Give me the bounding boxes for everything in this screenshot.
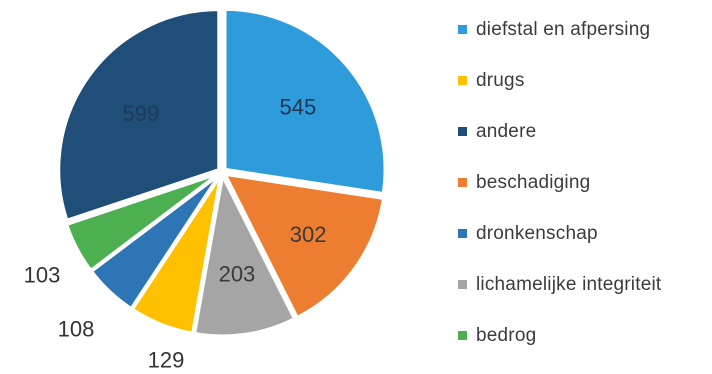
data-label-bedrog: 103 (24, 263, 61, 288)
legend-label: diefstal en afpersing (476, 18, 651, 40)
legend-label: andere (476, 120, 537, 142)
legend-swatch (458, 178, 467, 187)
data-label-andere: 599 (123, 101, 160, 126)
pie-slices (57, 7, 387, 338)
legend-swatch (458, 229, 467, 238)
pie-slice-andere (57, 8, 221, 223)
pie-slice-diefstal-en-afpersing (223, 7, 387, 196)
pie-slice-beschadiging (222, 172, 386, 320)
legend-swatch (458, 25, 467, 34)
legend: diefstal en afpersing drugs andere beschadi… (458, 4, 661, 361)
legend-label: beschadiging (476, 171, 591, 193)
legend-swatch (458, 331, 467, 340)
pie-slice-drugs (130, 174, 222, 336)
legend-label: lichamelijke integriteit (476, 273, 662, 295)
legend-item-diefstal-en-afpersing: diefstal en afpersing (458, 4, 661, 55)
pie-slice-lichamelijke-integriteit (192, 171, 297, 338)
legend-item-beschadiging: beschadiging (458, 157, 661, 208)
legend-item-bedrog: bedrog (458, 310, 661, 361)
data-label-drugs: 129 (148, 348, 185, 373)
legend-swatch (458, 76, 467, 85)
data-label-diefstal-en-afpersing: 545 (279, 94, 316, 119)
legend-label: bedrog (476, 324, 537, 346)
data-label-dronkenschap: 108 (58, 317, 95, 342)
legend-swatch (458, 127, 467, 136)
legend-label: dronkenschap (476, 222, 598, 244)
legend-swatch (458, 280, 467, 289)
data-label-lichamelijke-integriteit: 203 (219, 262, 256, 287)
legend-item-lichamelijke-integriteit: lichamelijke integriteit (458, 259, 661, 310)
pie-data-labels: 545 302 203 129 108 103 599 (24, 94, 327, 372)
pie-slice-bedrog (64, 172, 220, 273)
data-label-beschadiging: 302 (290, 222, 327, 247)
legend-label: drugs (476, 69, 525, 91)
legend-item-dronkenschap: dronkenschap (458, 208, 661, 259)
legend-item-andere: andere (458, 106, 661, 157)
legend-item-drugs: drugs (458, 55, 661, 106)
